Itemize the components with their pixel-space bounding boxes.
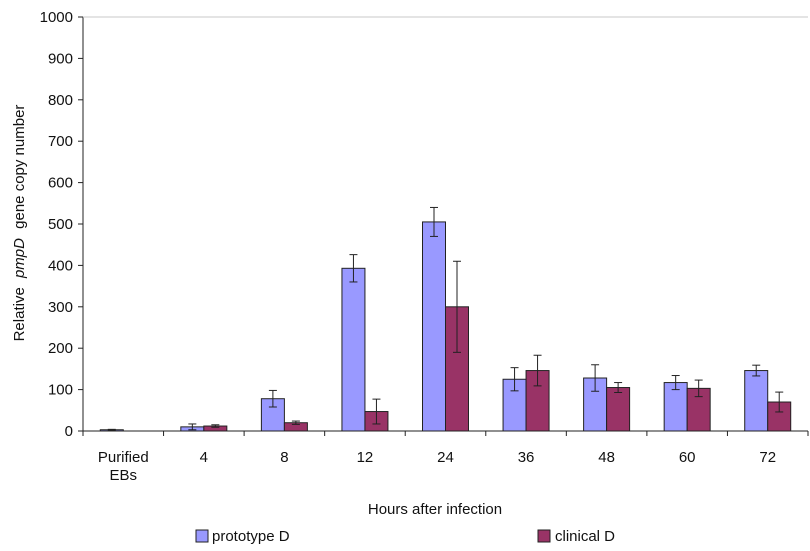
y-tick-label: 100 xyxy=(48,382,73,399)
bar-prototype-d xyxy=(341,267,366,432)
bar-clinical-d xyxy=(606,387,631,432)
error-bars xyxy=(107,206,784,431)
x-tick-label: 60 xyxy=(679,449,696,466)
x-tick-label: Purified EBs xyxy=(98,449,149,484)
y-tick-label: 1000 xyxy=(40,9,73,26)
x-tick-label: 24 xyxy=(437,449,454,466)
error-bar xyxy=(510,367,519,392)
error-bar xyxy=(533,354,542,387)
bar-prototype-d xyxy=(422,221,446,432)
y-tick-label: 600 xyxy=(48,175,73,192)
y-tick-label: 400 xyxy=(48,257,73,274)
error-bar xyxy=(268,389,277,408)
legend: prototype D clinical D xyxy=(195,528,615,545)
error-bar xyxy=(694,379,703,398)
legend-label-clinical-d: clinical D xyxy=(555,528,615,545)
error-bar xyxy=(430,206,438,237)
y-tick-label: 200 xyxy=(48,340,73,357)
y-axis-title: Relative pmpD gene copy number xyxy=(11,105,28,342)
bar-prototype-d xyxy=(744,370,769,432)
x-tick-label: 72 xyxy=(759,449,776,466)
y-tick-label: 0 xyxy=(65,423,73,440)
error-bar xyxy=(775,391,784,413)
y-tick-label: 300 xyxy=(48,299,73,316)
legend-label-prototype-d: prototype D xyxy=(212,528,290,545)
error-bar xyxy=(614,382,623,393)
x-tick-label: 48 xyxy=(598,449,615,466)
error-bar xyxy=(453,260,461,353)
error-bar xyxy=(671,375,680,391)
error-bar xyxy=(372,398,381,425)
y-tick-label: 800 xyxy=(48,92,73,109)
error-bar xyxy=(188,423,197,431)
x-tick-label: 12 xyxy=(357,449,374,466)
bars xyxy=(99,221,792,432)
error-bar xyxy=(349,254,358,283)
x-tick-label: 4 xyxy=(200,449,208,466)
legend-swatch-clinical-d xyxy=(537,529,551,543)
error-bar xyxy=(591,364,600,392)
y-tick-label: 500 xyxy=(48,216,73,233)
x-axis-title: Hours after infection xyxy=(368,501,502,518)
error-bar xyxy=(291,420,300,425)
error-bar xyxy=(211,424,220,428)
x-tick-label: 8 xyxy=(280,449,288,466)
y-tick-label: 700 xyxy=(48,133,73,150)
y-tick-label: 900 xyxy=(48,50,73,67)
legend-swatch-prototype-d xyxy=(195,529,209,543)
error-bar xyxy=(752,364,761,377)
error-bar xyxy=(107,428,116,431)
y-tick-labels: 0 100 200 300 400 500 600 700 800 900 1000 xyxy=(40,9,73,440)
x-tick-label: 36 xyxy=(518,449,535,466)
